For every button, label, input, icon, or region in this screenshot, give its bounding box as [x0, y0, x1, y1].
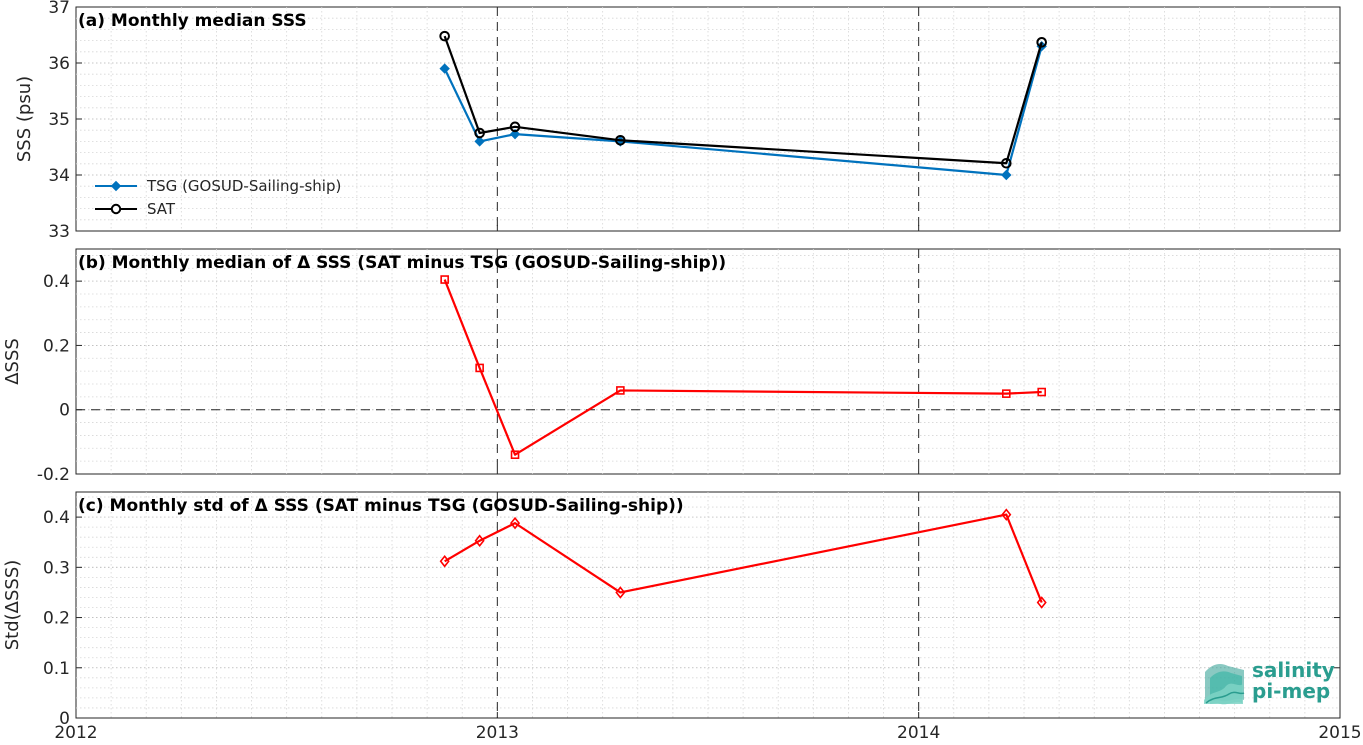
logo-wave-icon: [1204, 664, 1245, 705]
data-point: [510, 450, 520, 460]
panel-c-y-axis-label: Std(ΔSSS): [2, 560, 23, 651]
y-tick-label: 37: [48, 0, 70, 18]
data-point: [474, 136, 485, 147]
data-point: [474, 127, 485, 139]
data-point: [1036, 36, 1047, 48]
data-point: [439, 63, 450, 74]
legend-sat-marker: [110, 203, 122, 215]
data-point: [440, 275, 449, 284]
data-point: [509, 128, 521, 140]
x-tick-label: 2013: [476, 723, 519, 743]
y-tick-label: 0.4: [43, 508, 70, 528]
logo-text-salinity: salinity: [1252, 658, 1335, 682]
panel-c-year-lines: [496, 492, 920, 718]
data-point: [615, 134, 626, 146]
legend-tsg-label: TSG (GOSUD-Sailing-ship): [146, 177, 341, 195]
logo-text-pimep: pi-mep: [1252, 679, 1330, 703]
panel-b: -0.2 0 0.2 0.4 (b) Monthly median of Δ SSS …: [2, 248, 1341, 485]
x-axis-ticks: 2012 2013 2014 2015: [54, 723, 1361, 743]
y-tick-label: 0: [59, 709, 70, 729]
data-point: [509, 121, 521, 133]
data-point: [439, 555, 450, 568]
panel-a-marks: [439, 30, 1047, 181]
panel-a-legend: TSG (GOSUD-Sailing-ship) SAT: [95, 177, 341, 218]
data-point: [1001, 157, 1012, 169]
y-tick-label: 0.2: [43, 336, 70, 356]
data-point: [439, 30, 450, 42]
data-point: [616, 386, 625, 395]
series-line: [443, 279, 1042, 456]
data-point: [474, 534, 485, 547]
y-tick-label: 0.3: [43, 558, 70, 578]
panel-c-marks: [439, 508, 1047, 609]
y-tick-label: 33: [48, 222, 70, 242]
panel-a-year-lines: [496, 7, 920, 231]
panel-a-y-axis-label: SSS (psu): [14, 76, 35, 162]
panel-a-title: (a) Monthly median SSS: [78, 11, 307, 31]
panel-c-y-ticks: 0 0.1 0.2 0.3 0.4: [43, 508, 1340, 729]
panel-a-y-ticks: 33 34 35 36 37: [48, 0, 1340, 242]
panel-c-grid: [76, 492, 1340, 718]
panel-c: 0 0.1 0.2 0.3 0.4 (c) Monthly std of Δ SSS (…: [2, 491, 1341, 729]
data-point: [1037, 387, 1046, 397]
series-line: [444, 513, 1043, 603]
panel-a: 33 34 35 36 37 (a) Monthly median SSS SSS (p…: [14, 0, 1341, 242]
data-point: [510, 516, 521, 530]
data-point: [475, 363, 484, 373]
legend-sat-label: SAT: [147, 200, 176, 218]
panel-b-y-axis-label: ΔSSS: [2, 338, 23, 385]
panel-b-year-lines: [76, 249, 1340, 474]
series-line: [443, 45, 1043, 177]
data-point: [1002, 389, 1011, 398]
y-tick-label: 34: [48, 166, 70, 186]
data-point: [1036, 596, 1047, 609]
x-tick-label: 2014: [897, 723, 940, 743]
x-tick-label: 2015: [1318, 723, 1361, 743]
panel-b-marks: [440, 275, 1046, 460]
x-tick-label: 2012: [54, 723, 97, 743]
panel-c-title: (c) Monthly std of Δ SSS (SAT minus TSG …: [78, 496, 684, 516]
y-tick-label: 0.1: [43, 659, 70, 679]
panel-b-y-ticks: -0.2 0 0.2 0.4: [37, 272, 1340, 485]
y-tick-label: 36: [48, 54, 70, 74]
panel-a-grid: [76, 7, 1340, 231]
y-tick-label: 35: [48, 110, 70, 130]
y-tick-label: -0.2: [37, 465, 70, 485]
y-tick-label: 0: [59, 401, 70, 421]
y-tick-label: 0.4: [43, 272, 70, 292]
data-point: [1001, 169, 1012, 181]
panel-b-grid: [76, 249, 1340, 474]
series-line: [443, 35, 1043, 165]
data-point: [1001, 508, 1012, 521]
panel-b-title: (b) Monthly median of Δ SSS (SAT minus T…: [78, 253, 726, 273]
legend-tsg-marker: [110, 180, 122, 192]
y-tick-label: 0.2: [43, 609, 70, 629]
data-point: [615, 586, 626, 599]
salinity-pi-mep-logo: salinity pi-mep: [1204, 658, 1335, 705]
